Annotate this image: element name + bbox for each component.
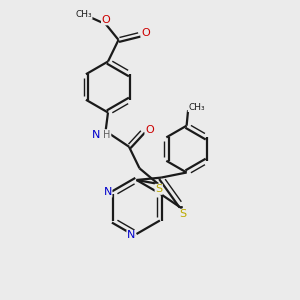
Text: S: S <box>155 184 162 194</box>
Text: N: N <box>127 230 135 241</box>
Text: CH₃: CH₃ <box>75 10 92 19</box>
Text: N: N <box>103 187 112 197</box>
Text: O: O <box>141 28 150 38</box>
Text: O: O <box>101 15 110 25</box>
Text: N: N <box>92 130 100 140</box>
Text: O: O <box>145 124 154 135</box>
Text: S: S <box>180 209 187 219</box>
Text: CH₃: CH₃ <box>188 103 205 112</box>
Text: H: H <box>103 130 111 140</box>
